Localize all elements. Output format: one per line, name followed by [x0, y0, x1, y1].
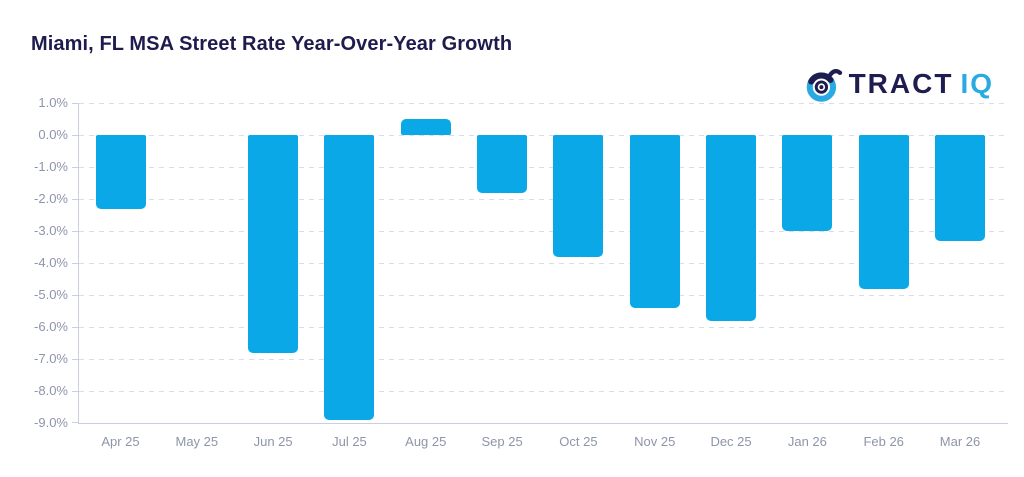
y-tick-label: -2.0%	[34, 191, 68, 206]
y-tick	[72, 199, 79, 200]
x-tick-label: Aug 25	[405, 434, 447, 449]
x-tick-label: Oct 25	[559, 434, 598, 449]
y-tick	[72, 167, 79, 168]
x-tick-label: Dec 25	[710, 434, 752, 449]
plot-area: Apr 25 May 25 Jun 25 Jul 25 Aug 25 Sep 25 Oct …	[72, 103, 1008, 449]
y-tick-label: -6.0%	[34, 319, 68, 334]
bar-apr-25	[95, 135, 146, 209]
gridline--5.0%	[79, 295, 1008, 296]
x-tick-label: Feb 26	[863, 434, 904, 449]
bar-jul-25	[324, 135, 375, 420]
bar-jan-26	[782, 135, 833, 231]
gridline--7.0%	[79, 359, 1008, 360]
bar-dec-25	[706, 135, 757, 321]
bar-sep-25	[477, 135, 528, 193]
x-tick-label: Jan 26	[787, 434, 827, 449]
x-tick-label: May 25	[175, 434, 219, 449]
gridline--8.0%	[79, 391, 1008, 392]
bar-mar-26	[935, 135, 986, 241]
bar-jun-25	[248, 135, 299, 353]
gridline--6.0%	[79, 327, 1008, 328]
logo-brand-secondary: IQ	[960, 68, 994, 99]
bar-nov-25	[629, 135, 680, 308]
y-tick-label: 0.0%	[38, 127, 68, 142]
y-tick	[72, 391, 79, 392]
y-tick-label: -9.0%	[34, 415, 68, 430]
x-tick-label: Sep 25	[481, 434, 523, 449]
y-tick	[72, 327, 79, 328]
chart-title: Miami, FL MSA Street Rate Year-Over-Year…	[31, 33, 513, 55]
x-tick-label: Jun 25	[253, 434, 293, 449]
y-tick	[72, 359, 79, 360]
y-tick	[72, 135, 79, 136]
y-tick	[72, 295, 79, 296]
x-tick-label: Mar 26	[939, 434, 981, 449]
gridline-1.0%	[79, 103, 1008, 104]
y-tick-label: -3.0%	[34, 223, 68, 238]
bar-aug-25	[400, 119, 451, 135]
y-tick-label: -7.0%	[34, 351, 68, 366]
y-tick	[72, 103, 79, 104]
y-tick	[72, 263, 79, 264]
x-tick-label: Nov 25	[634, 434, 676, 449]
y-tick-label: -1.0%	[34, 159, 68, 174]
x-tick-label: Jul 25	[332, 434, 367, 449]
y-tick-label: -5.0%	[34, 287, 68, 302]
y-tick	[72, 422, 79, 423]
bar-feb-26	[858, 135, 909, 289]
y-tick-label: -8.0%	[34, 383, 68, 398]
tractiq-logo: TRACT IQ	[805, 64, 994, 104]
y-tick-label: 1.0%	[38, 95, 68, 110]
x-tick-label: Apr 25	[101, 434, 140, 449]
tractiq-bullseye-icon	[806, 68, 842, 102]
logo-brand-primary: TRACT	[848, 68, 954, 99]
y-tick	[72, 231, 79, 232]
y-tick-label: -4.0%	[34, 255, 68, 270]
bar-oct-25	[553, 135, 604, 257]
